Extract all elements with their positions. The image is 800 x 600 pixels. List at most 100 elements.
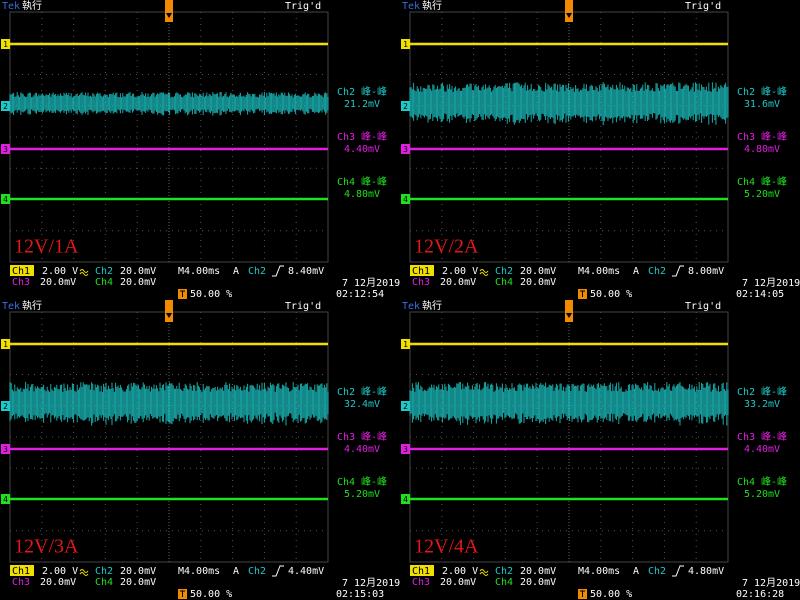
coupling-icon [79,269,89,276]
channel-marker-label: 3 [3,145,8,154]
trigger-level: 4.80mV [688,566,724,577]
ch4-scale: 20.0mV [120,277,156,288]
ch3-name: Ch3 [412,577,430,588]
scope-panel: Tek 執行 Trig'd 1 2 3 4 Ch2 峰-峰21.2mV Ch3 峰-峰4.40m… [1,0,400,300]
coupling-icon [479,269,489,276]
scope-panel: Tek 執行 Trig'd 1 2 3 4 Ch2 峰-峰33.2mV Ch3 峰-峰4.40m… [401,299,800,600]
channel-marker-label: 1 [403,40,408,49]
channel-marker-label: 3 [403,445,408,454]
channel-marker [1,144,10,154]
trigger-arrow [566,313,572,318]
measurement-name: Ch4 峰-峰 [737,176,787,188]
brand: Tek [402,1,420,12]
channel-marker [401,194,410,204]
channel-marker [1,444,10,454]
trigger-marker [565,300,573,322]
ch1-badge [410,265,434,276]
trigger-marker [165,300,173,322]
ch1-name: Ch1 [12,566,30,577]
channel-marker-label: 4 [3,495,8,504]
test-label: 12V/2A [414,236,479,258]
channel-marker [1,339,10,349]
ch1-badge [410,565,434,576]
channel-marker-label: 1 [3,340,8,349]
trigger-position-icon [580,290,585,297]
trigger-position: 50.00 % [190,589,232,600]
channel-marker [1,101,10,111]
trigger-arrow [166,13,172,18]
timebase: M4.00ms [178,266,220,277]
time: 02:12:54 [336,289,384,300]
measurement-name: Ch4 峰-峰 [337,176,387,188]
ch2-scale: 20.0mV [520,266,556,277]
date: 7 12月2019 [342,577,400,589]
channel-marker-label: 1 [403,340,408,349]
measurement-name: Ch3 峰-峰 [337,431,387,443]
channel-marker-label: 4 [3,195,8,204]
ch1-badge [10,565,34,576]
measurement-value: 21.2mV [344,99,380,110]
ch4-name: Ch4 [95,277,113,288]
channel-marker [401,144,410,154]
ch1-name: Ch1 [12,266,30,277]
brand: Tek [402,301,420,312]
trigger-position-icon [180,590,185,597]
ch2-name: Ch2 [95,266,113,277]
trigger-position: 50.00 % [190,289,232,300]
channel-marker-label: 4 [403,195,408,204]
plot-area [9,11,329,263]
time: 02:15:03 [336,589,384,600]
run-status: 執行 [22,299,42,312]
ch2-name: Ch2 [495,566,513,577]
timebase: M4.00ms [578,566,620,577]
ch2-name: Ch2 [495,266,513,277]
measurement-name: Ch3 峰-峰 [737,431,787,443]
trigger-source: Ch2 [648,266,666,277]
ch4-name: Ch4 [495,277,513,288]
ch2-scale: 20.0mV [120,266,156,277]
slope-icon [272,265,284,277]
measurement-name: Ch3 峰-峰 [337,131,387,143]
run-status: 執行 [422,0,442,12]
ch3-name: Ch3 [12,577,30,588]
trigger-mode: A [233,566,239,577]
channel-marker [401,39,410,49]
trigger-state: Trig'd [685,301,721,312]
trigger-level: 8.40mV [288,266,324,277]
trigger-state: Trig'd [285,301,321,312]
measurement-value: 4.40mV [344,444,380,455]
ch1-name: Ch1 [412,266,430,277]
measurement-value: 4.40mV [744,444,780,455]
ch3-scale: 20.0mV [40,277,76,288]
plot-area [9,311,329,563]
slope-icon [672,565,684,577]
channel-marker [401,401,410,411]
timebase: M4.00ms [578,266,620,277]
channel-marker-label: 3 [3,445,8,454]
time: 02:14:05 [736,289,784,300]
slope-icon [272,565,284,577]
trigger-source: Ch2 [248,566,266,577]
ch1-badge [10,265,34,276]
brand: Tek [2,1,20,12]
test-label: 12V/4A [414,536,479,558]
channel-marker [401,444,410,454]
test-label: 12V/3A [14,536,79,558]
trigger-position-icon [580,590,585,597]
ch2-scale: 20.0mV [520,566,556,577]
measurement-name: Ch3 峰-峰 [737,131,787,143]
test-label: 12V/1A [14,236,79,258]
trigger-arrow [566,13,572,18]
measurement-value: 5.20mV [744,489,780,500]
ch1-name: Ch1 [412,566,430,577]
channel-marker-label: 1 [3,40,8,49]
ch2-scale: 20.0mV [120,566,156,577]
trigger-mode: A [633,566,639,577]
channel-marker [401,339,410,349]
measurement-value: 33.2mV [744,399,780,410]
measurement-name: Ch2 峰-峰 [337,386,387,398]
ch4-name: Ch4 [95,577,113,588]
ch4-scale: 20.0mV [520,277,556,288]
